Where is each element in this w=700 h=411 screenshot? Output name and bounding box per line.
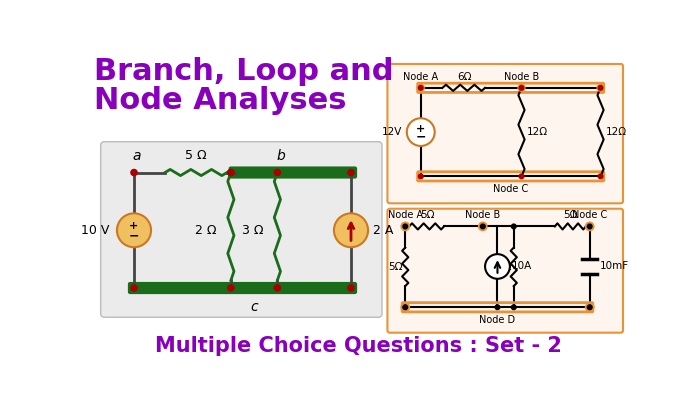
Text: Branch, Loop and: Branch, Loop and bbox=[94, 57, 393, 86]
FancyBboxPatch shape bbox=[101, 142, 382, 317]
Circle shape bbox=[228, 169, 234, 175]
Circle shape bbox=[519, 85, 524, 90]
Circle shape bbox=[495, 305, 500, 309]
Circle shape bbox=[587, 224, 592, 229]
Circle shape bbox=[480, 224, 485, 229]
FancyBboxPatch shape bbox=[387, 64, 623, 203]
Text: 3 Ω: 3 Ω bbox=[242, 224, 263, 237]
Text: 10A: 10A bbox=[512, 261, 532, 271]
Text: c: c bbox=[251, 300, 258, 314]
Text: 5Ω: 5Ω bbox=[563, 210, 578, 220]
Circle shape bbox=[131, 169, 137, 175]
Text: b: b bbox=[277, 149, 286, 163]
Circle shape bbox=[598, 85, 603, 90]
Text: +: + bbox=[130, 221, 139, 231]
Circle shape bbox=[348, 169, 354, 175]
Text: Node Analyses: Node Analyses bbox=[94, 86, 346, 115]
Text: 5 Ω: 5 Ω bbox=[186, 149, 206, 162]
FancyBboxPatch shape bbox=[387, 209, 623, 332]
Text: 12Ω: 12Ω bbox=[606, 127, 627, 137]
Circle shape bbox=[348, 285, 354, 291]
Text: Node B: Node B bbox=[504, 72, 539, 82]
Text: 5Ω: 5Ω bbox=[420, 210, 434, 220]
Circle shape bbox=[403, 224, 407, 229]
Text: 5Ω: 5Ω bbox=[389, 262, 403, 272]
Circle shape bbox=[485, 254, 510, 279]
Circle shape bbox=[512, 305, 516, 309]
Text: a: a bbox=[132, 149, 141, 163]
Text: 5Ω: 5Ω bbox=[497, 262, 512, 272]
Text: Node B: Node B bbox=[465, 210, 500, 220]
Circle shape bbox=[419, 85, 423, 90]
Text: 6Ω: 6Ω bbox=[458, 72, 472, 82]
Circle shape bbox=[403, 305, 407, 309]
Text: Node D: Node D bbox=[480, 315, 515, 325]
FancyBboxPatch shape bbox=[230, 167, 356, 178]
Text: −: − bbox=[416, 130, 426, 143]
Circle shape bbox=[407, 118, 435, 146]
Circle shape bbox=[274, 169, 281, 175]
Text: 10 V: 10 V bbox=[80, 224, 109, 237]
Text: +: + bbox=[416, 124, 426, 134]
Circle shape bbox=[598, 174, 603, 179]
Text: Node A: Node A bbox=[403, 72, 438, 82]
Circle shape bbox=[228, 169, 234, 175]
Text: 12V: 12V bbox=[382, 127, 402, 137]
Text: −: − bbox=[129, 230, 139, 243]
Text: Node C: Node C bbox=[493, 184, 528, 194]
Text: 2 Ω: 2 Ω bbox=[195, 224, 217, 237]
FancyBboxPatch shape bbox=[129, 283, 356, 293]
Circle shape bbox=[131, 285, 137, 291]
Text: Node C: Node C bbox=[572, 210, 608, 220]
Text: Multiple Choice Questions : Set - 2: Multiple Choice Questions : Set - 2 bbox=[155, 336, 562, 356]
Text: 2 A: 2 A bbox=[372, 224, 393, 237]
Circle shape bbox=[587, 305, 592, 309]
Circle shape bbox=[334, 213, 368, 247]
Text: 12Ω: 12Ω bbox=[527, 127, 548, 137]
Circle shape bbox=[228, 285, 234, 291]
Circle shape bbox=[274, 285, 281, 291]
Text: 10mF: 10mF bbox=[600, 261, 629, 271]
Text: Node A: Node A bbox=[388, 210, 423, 220]
Circle shape bbox=[519, 174, 524, 179]
Circle shape bbox=[512, 224, 516, 229]
Circle shape bbox=[117, 213, 151, 247]
Circle shape bbox=[419, 174, 423, 179]
